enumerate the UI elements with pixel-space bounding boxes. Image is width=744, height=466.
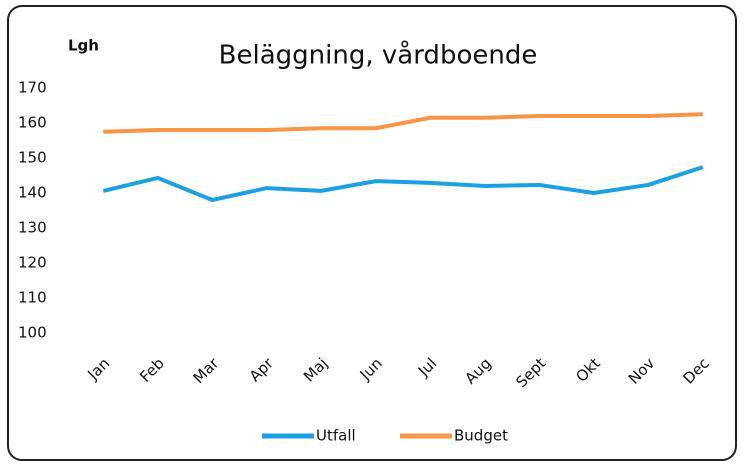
y-tick-label: 100 (18, 324, 47, 342)
y-tick-label: 120 (18, 254, 47, 272)
legend-label: Utfall (316, 427, 356, 445)
series-line (102, 165, 704, 202)
y-tick-label: 150 (18, 149, 47, 167)
y-tick-label: 130 (18, 219, 47, 237)
y-tick-label: 160 (18, 114, 47, 132)
series-line (103, 112, 703, 134)
y-tick-label: 140 (18, 184, 47, 202)
y-axis-label: Lgh (68, 37, 99, 55)
y-tick-label: 110 (18, 289, 47, 307)
legend-label: Budget (454, 427, 508, 445)
chart-title: Beläggning, vårdboende (219, 40, 538, 71)
y-tick-label: 170 (18, 79, 47, 97)
chart-border (7, 5, 737, 461)
